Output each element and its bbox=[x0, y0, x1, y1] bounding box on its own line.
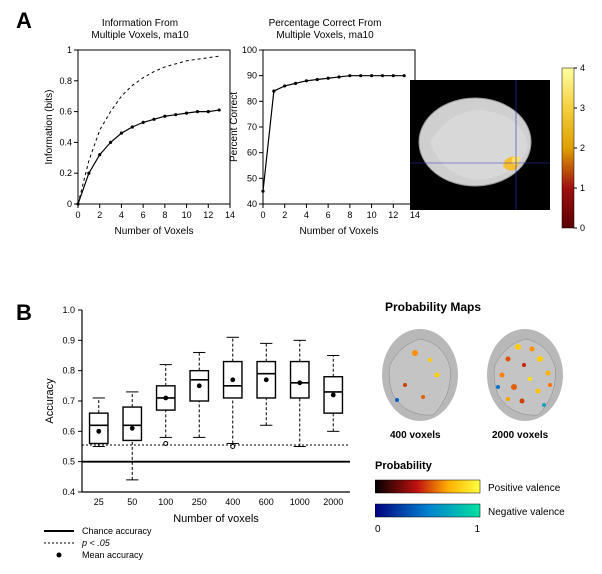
svg-text:0: 0 bbox=[375, 524, 381, 535]
svg-text:0: 0 bbox=[67, 199, 72, 209]
svg-text:4: 4 bbox=[580, 63, 585, 73]
svg-text:1: 1 bbox=[67, 45, 72, 55]
svg-text:0.5: 0.5 bbox=[62, 457, 75, 467]
svg-text:3: 3 bbox=[580, 103, 585, 113]
svg-text:2: 2 bbox=[97, 210, 102, 220]
svg-text:10: 10 bbox=[367, 210, 377, 220]
svg-text:0.8: 0.8 bbox=[62, 366, 75, 376]
svg-text:6: 6 bbox=[326, 210, 331, 220]
probability-label: Probability bbox=[375, 460, 432, 472]
svg-text:Negative valence: Negative valence bbox=[488, 507, 565, 518]
brain-400-label: 400 voxels bbox=[390, 430, 441, 441]
svg-text:4: 4 bbox=[304, 210, 309, 220]
brain-2000 bbox=[480, 325, 570, 425]
boxplot-chart: 0.4 0.5 0.6 0.7 0.8 0.9 1.0 25 50 100 250 400 600 100… bbox=[40, 300, 360, 530]
svg-text:8: 8 bbox=[162, 210, 167, 220]
svg-text:2: 2 bbox=[282, 210, 287, 220]
svg-text:0: 0 bbox=[580, 223, 585, 233]
brain-2000-label: 2000 voxels bbox=[492, 430, 548, 441]
probability-colorbars: 0 1 Positive valence Negative valence bbox=[375, 476, 595, 546]
brain-sagittal-image bbox=[410, 80, 550, 210]
svg-text:80: 80 bbox=[247, 96, 257, 106]
svg-text:Accuracy: Accuracy bbox=[44, 378, 56, 424]
svg-text:1: 1 bbox=[474, 524, 480, 535]
boxplot-legend: Chance accuracy p < .05 Mean accuracy bbox=[44, 524, 244, 560]
svg-text:0.6: 0.6 bbox=[62, 426, 75, 436]
svg-text:14: 14 bbox=[410, 210, 420, 220]
svg-text:50: 50 bbox=[127, 497, 137, 507]
svg-text:1: 1 bbox=[580, 183, 585, 193]
svg-text:2000: 2000 bbox=[323, 497, 343, 507]
svg-text:0.6: 0.6 bbox=[59, 107, 72, 117]
chart-a1-title: Information From Multiple Voxels, ma10 bbox=[60, 18, 220, 42]
svg-text:1000: 1000 bbox=[290, 497, 310, 507]
svg-text:100: 100 bbox=[242, 45, 257, 55]
svg-text:2: 2 bbox=[580, 143, 585, 153]
probmaps-title: Probability Maps bbox=[385, 300, 481, 314]
svg-text:0: 0 bbox=[75, 210, 80, 220]
svg-text:100: 100 bbox=[158, 497, 173, 507]
svg-text:12: 12 bbox=[388, 210, 398, 220]
svg-text:Number of Voxels: Number of Voxels bbox=[300, 226, 379, 237]
svg-text:Information (bits): Information (bits) bbox=[44, 89, 55, 164]
svg-text:60: 60 bbox=[247, 148, 257, 158]
svg-text:8: 8 bbox=[347, 210, 352, 220]
svg-text:0.9: 0.9 bbox=[62, 335, 75, 345]
svg-text:70: 70 bbox=[247, 122, 257, 132]
svg-text:50: 50 bbox=[247, 173, 257, 183]
legend-p05: p < .05 bbox=[82, 538, 110, 548]
svg-text:0.8: 0.8 bbox=[59, 76, 72, 86]
legend-chance: Chance accuracy bbox=[82, 526, 152, 536]
svg-text:0.4: 0.4 bbox=[62, 487, 75, 497]
svg-text:25: 25 bbox=[94, 497, 104, 507]
svg-text:250: 250 bbox=[192, 497, 207, 507]
panel-b-label: B bbox=[16, 300, 32, 326]
svg-text:Percent Correct: Percent Correct bbox=[229, 92, 240, 162]
panel-a-label: A bbox=[16, 8, 32, 34]
chart-a2: 0 2 4 6 8 10 12 14 40 50 60 70 80 90 100 Percent Correc… bbox=[225, 40, 425, 240]
svg-text:1.0: 1.0 bbox=[62, 305, 75, 315]
chart-a1: 0246810121400.20.40.60.81Information (bi… bbox=[40, 40, 240, 240]
colorbar-a: 0 1 2 3 4 bbox=[558, 60, 598, 240]
svg-text:4: 4 bbox=[119, 210, 124, 220]
svg-text:10: 10 bbox=[182, 210, 192, 220]
svg-text:Positive valence: Positive valence bbox=[488, 483, 561, 494]
svg-text:0: 0 bbox=[260, 210, 265, 220]
svg-text:6: 6 bbox=[141, 210, 146, 220]
legend-mean: Mean accuracy bbox=[82, 550, 143, 560]
svg-text:90: 90 bbox=[247, 71, 257, 81]
chart-a2-title: Percentage Correct From Multiple Voxels,… bbox=[245, 18, 405, 42]
svg-text:0.2: 0.2 bbox=[59, 168, 72, 178]
svg-text:40: 40 bbox=[247, 199, 257, 209]
svg-text:0.4: 0.4 bbox=[59, 137, 72, 147]
svg-text:0.7: 0.7 bbox=[62, 396, 75, 406]
brain-400 bbox=[375, 325, 465, 425]
svg-text:12: 12 bbox=[203, 210, 213, 220]
svg-text:400: 400 bbox=[225, 497, 240, 507]
svg-text:Number of Voxels: Number of Voxels bbox=[115, 226, 194, 237]
svg-text:600: 600 bbox=[259, 497, 274, 507]
